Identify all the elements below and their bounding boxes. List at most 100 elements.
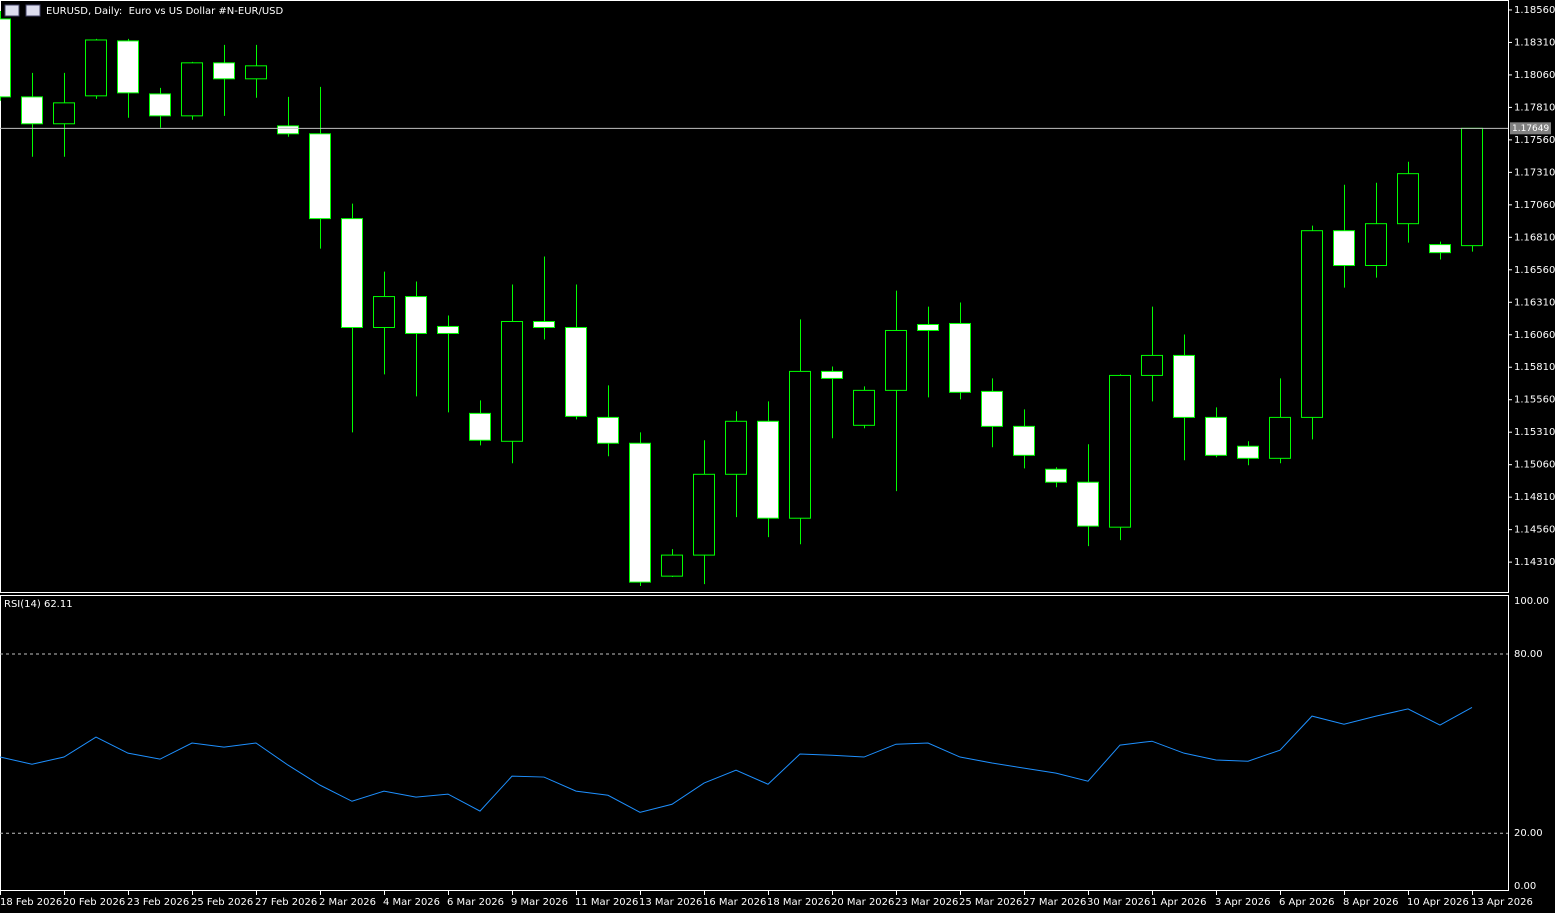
y-tick-label: 1.18060 [1514,70,1555,81]
x-tick-label: 3 Apr 2026 [1215,897,1270,908]
candle-body [1141,354,1163,376]
x-tick-label: 10 Apr 2026 [1407,897,1469,908]
candle-body [1365,223,1387,267]
x-tick-label: 1 Apr 2026 [1151,897,1206,908]
x-tick-label: 6 Mar 2026 [447,897,504,908]
candle-body [821,370,843,379]
x-tick-label: 4 Mar 2026 [383,897,440,908]
candle-body [21,96,43,125]
x-tick-label: 30 Mar 2026 [1087,897,1150,908]
candle-body [149,93,171,117]
candle-body [1173,354,1195,418]
candle-body [469,412,491,441]
x-tick-label: 8 Apr 2026 [1343,897,1398,908]
y-tick-label: 1.15060 [1514,460,1555,471]
y-tick-label: 0.00 [1514,881,1536,892]
candle-body [373,296,395,328]
y-tick-label: 1.16560 [1514,265,1555,276]
candle-body [1045,468,1067,483]
y-tick-label: 1.16060 [1514,330,1555,341]
y-tick-label: 1.17060 [1514,200,1555,211]
candle-body [1397,173,1419,225]
candle-body [725,420,747,475]
x-tick-label: 18 Feb 2026 [0,897,62,908]
candle-body [405,296,427,334]
x-tick-label: 2 Mar 2026 [319,897,376,908]
y-tick-label: 1.15810 [1514,362,1555,373]
x-tick-label: 16 Mar 2026 [703,897,766,908]
candle-body [661,554,683,577]
candle-body [245,65,267,80]
candle-body [437,325,459,334]
x-tick-label: 9 Mar 2026 [511,897,568,908]
candle-body [309,133,331,220]
x-tick-label: 27 Feb 2026 [255,897,317,908]
candle-body [693,473,715,556]
rsi-line [0,706,1473,813]
candle-body [117,40,139,94]
candle-body [917,323,939,331]
candle-body [1237,445,1259,459]
chart-title: EURUSD, Daily: Euro vs US Dollar #N-EUR/… [46,6,283,17]
candle-body [949,322,971,393]
x-tick-label: 6 Apr 2026 [1279,897,1334,908]
candle-body [533,321,555,328]
candle-body [597,416,619,444]
x-tick-label: 20 Mar 2026 [831,897,894,908]
y-tick-label: 1.15560 [1514,395,1555,406]
y-tick-label: 1.18560 [1514,5,1555,16]
x-tick-label: 13 Mar 2026 [639,897,702,908]
candle-body [565,326,587,417]
candle-body [341,218,363,328]
candle-body [629,442,651,583]
candle-body [1461,127,1483,247]
candle-body [885,329,907,391]
y-tick-label: 1.17810 [1514,102,1555,113]
rsi-pane-border [0,595,1509,891]
symbol-icons [4,4,41,17]
x-tick-label: 25 Feb 2026 [191,897,253,908]
candle-body [1269,416,1291,459]
candle-body [181,62,203,117]
x-tick-label: 11 Mar 2026 [575,897,638,908]
current-price-label: 1.17649 [1512,124,1549,134]
x-tick-label: 23 Mar 2026 [895,897,958,908]
candle-body [757,420,779,519]
y-tick-label: 1.17560 [1514,135,1555,146]
candle-body [853,389,875,426]
candle-body [981,390,1003,427]
y-tick-label: 1.16810 [1514,232,1555,243]
icon [25,4,41,17]
candle-body [1205,416,1227,456]
candle-body [213,62,235,80]
candle-body [277,125,299,135]
candle-body [789,370,811,519]
x-tick-label: 13 Apr 2026 [1471,897,1533,908]
y-tick-label: 1.15310 [1514,427,1555,438]
candle-body [1429,244,1451,254]
candle-body [1077,481,1099,527]
candle-body [1109,374,1131,528]
main-pane-border [0,0,1509,593]
y-tick-label: 100.00 [1514,596,1549,607]
x-tick-label: 27 Mar 2026 [1023,897,1086,908]
x-tick-label: 18 Mar 2026 [767,897,830,908]
candle-body [1333,230,1355,267]
y-tick-label: 1.16310 [1514,297,1555,308]
x-tick-label: 23 Feb 2026 [127,897,189,908]
candle-body [85,39,107,97]
y-tick-label: 1.14810 [1514,492,1555,503]
x-tick-label: 20 Feb 2026 [63,897,125,908]
y-tick-label: 80.00 [1514,649,1543,660]
candle-body [53,102,75,125]
candle-body [1301,230,1323,418]
y-tick-label: 20.00 [1514,828,1543,839]
rsi-title: RSI(14) 62.11 [4,599,73,610]
candle-body [1013,425,1035,456]
y-tick-label: 1.14560 [1514,525,1555,536]
y-tick-label: 1.18310 [1514,37,1555,48]
x-tick-label: 25 Mar 2026 [959,897,1022,908]
icon [4,4,20,17]
